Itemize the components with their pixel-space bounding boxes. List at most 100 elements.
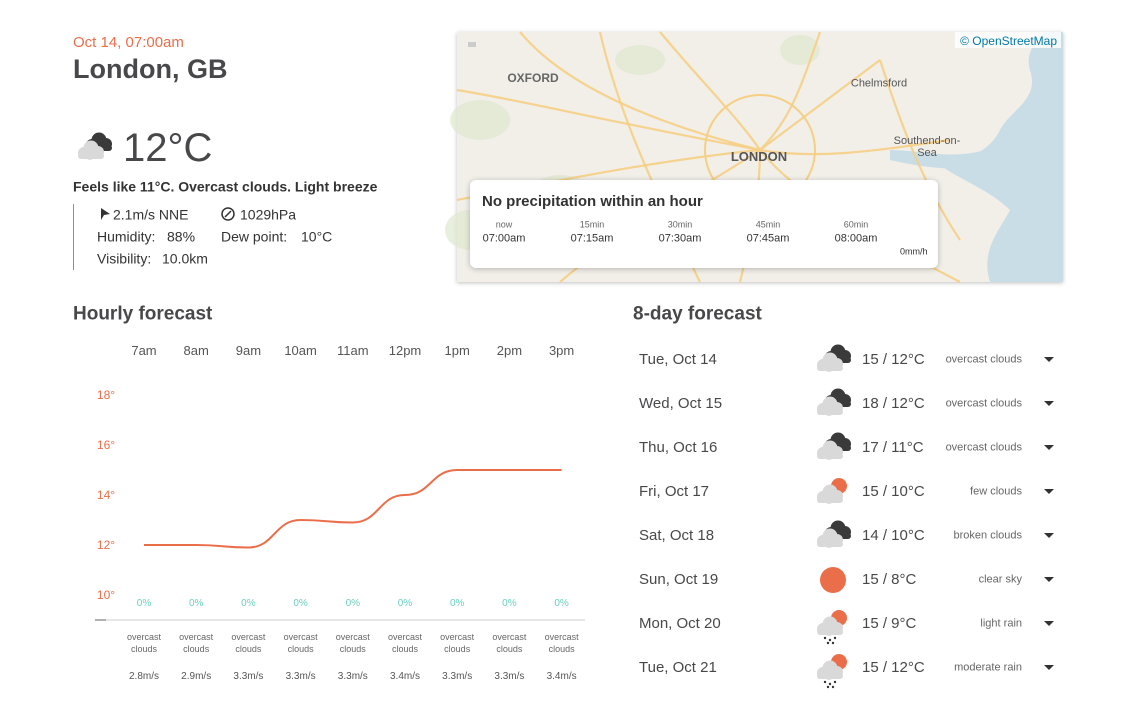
date-time: Oct 14, 07:00am [73,34,184,51]
daily-date: Thu, Oct 16 [639,439,718,456]
map-road [878,59,961,241]
daily-temperature: 15 / 9°C [862,615,917,632]
y-tick-label: 14° [96,487,116,502]
y-tick-label: 16° [96,437,116,452]
expand-arrow[interactable] [1044,621,1054,626]
weather-icon [817,432,851,460]
pressure-icon [221,207,235,221]
daily-date: Wed, Oct 15 [639,395,723,412]
expand-arrow[interactable] [1044,401,1054,406]
precipitation-offset: now [495,219,513,230]
hourly-description: overcast clouds [335,632,370,654]
daily-temperature: 17 / 11°C [862,439,924,456]
raindrop [831,641,835,645]
raindrop [823,680,827,684]
x-tick-label: 11am [337,343,369,359]
daily-date: Sat, Oct 18 [639,527,715,544]
hourly-precipitation: 0% [188,598,204,609]
weather-icon [820,567,846,593]
x-tick-label: 7am [131,343,157,359]
pressure: 1029hPa [240,206,297,223]
light-cloud [817,409,843,415]
x-tick-label: 10am [284,343,317,359]
map-water [940,32,1063,282]
visibility: 10.0km [162,250,208,267]
daily-temperature: 15 / 10°C [862,483,925,500]
raindrop [823,636,827,640]
precipitation-time: 08:00am [834,232,878,245]
hourly-wind: 2.9m/s [181,671,212,682]
hourly-description: overcast clouds [283,632,318,654]
hourly-description: overcast clouds [544,632,579,654]
raindrop [828,638,832,642]
light-cloud [78,153,104,159]
hourly-wind: 2.8m/s [128,671,160,682]
light-cloud [817,629,843,635]
weather-icon [817,654,847,689]
expand-arrow[interactable] [1044,357,1054,362]
pressure-needle [224,210,232,218]
raindrop [828,682,832,686]
map-place-label: OXFORD [507,70,559,85]
sun [820,567,846,593]
expand-arrow[interactable] [1044,445,1054,450]
daily-description: moderate rain [954,661,1022,674]
hourly-description: overcast clouds [179,632,214,654]
map-park [615,45,665,75]
light-cloud [817,365,843,371]
map-road [759,138,951,156]
hourly-precipitation: 0% [345,598,361,609]
y-tick-label: 18° [96,387,116,402]
map-attribution: © OpenStreetMap [960,33,1057,48]
expand-arrow[interactable] [1044,489,1054,494]
precipitation-offset: 45min [755,219,781,230]
hourly-wind: 3.4m/s [389,671,421,682]
daily-date: Tue, Oct 14 [639,351,717,368]
precipitation-title: No precipitation within an hour [482,193,703,210]
dew-point: 10°C [301,228,333,245]
hourly-description: overcast clouds [440,632,475,654]
humidity: 88% [167,228,196,245]
raindrop [833,680,837,684]
weather-icon [817,520,851,548]
precipitation-time: 07:15am [570,232,614,245]
daily-date: Fri, Oct 17 [639,483,710,500]
daily-description: light rain [980,617,1022,630]
hourly-precipitation: 0% [136,598,152,609]
light-cloud [817,497,843,503]
light-cloud [817,541,843,547]
light-cloud [817,673,843,679]
map-place-label: Chelmsford [850,77,908,90]
precipitation-offset: 15min [579,219,605,230]
map-road [519,31,761,152]
daily-temperature: 15 / 8°C [862,571,917,588]
daily-description: overcast clouds [945,397,1022,410]
daily-temperature: 18 / 12°C [862,395,925,412]
y-tick-label: 10° [96,587,116,602]
hourly-precipitation: 0% [554,598,569,609]
raindrop [831,685,835,689]
map-road [759,59,881,151]
daily-description: broken clouds [953,529,1023,542]
x-tick-label: 1pm [444,343,470,359]
expand-arrow[interactable] [1044,577,1054,582]
map-attribution-bg [955,32,1061,48]
x-tick-label: 12pm [388,343,422,359]
hourly-precipitation: 0% [502,598,517,609]
x-tick-label: 8am [183,343,209,359]
hourly-precipitation: 0% [397,598,413,609]
raindrop [833,636,837,640]
precipitation-time: 07:30am [658,232,702,245]
precipitation-time: 07:45am [746,232,790,245]
map-road [659,31,761,151]
hourly-wind: 3.3m/s [285,671,316,682]
map-road [456,88,761,152]
weather-icon [817,610,847,645]
wind-arrow [101,208,110,220]
hourly-wind: 3.3m/s [442,671,473,682]
hourly-precipitation: 0% [293,598,308,609]
expand-arrow[interactable] [1044,665,1054,670]
raindrop [826,641,830,645]
expand-arrow[interactable] [1044,533,1054,538]
